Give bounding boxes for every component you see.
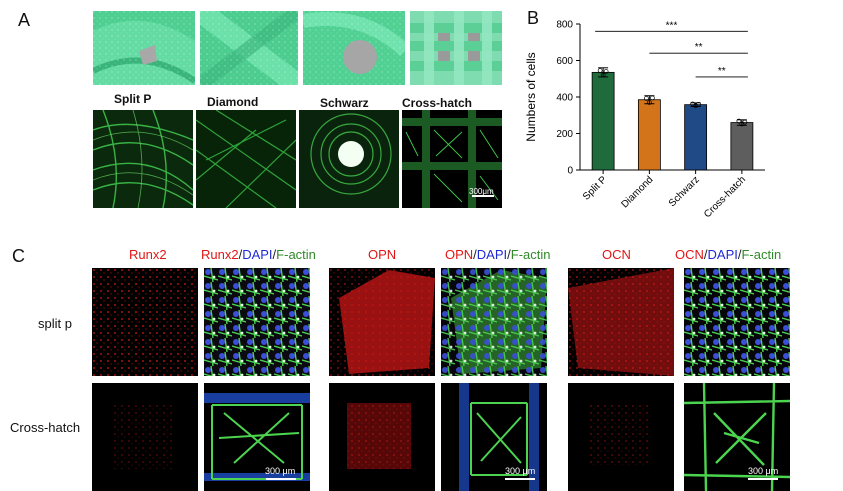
panel-label-c: C xyxy=(12,246,25,266)
y-tick-label: 400 xyxy=(556,93,573,104)
stain-runx2-merge-cross-hatch xyxy=(204,383,310,491)
data-point xyxy=(742,119,748,125)
bar xyxy=(637,99,661,171)
col-head-opn-merge: OPN/DAPI/F-actin xyxy=(445,247,551,262)
significance-label: ** xyxy=(718,66,726,77)
scale-bar-label-c1: 300 μm xyxy=(265,466,296,476)
data-point xyxy=(647,100,652,105)
data-point xyxy=(644,96,649,101)
data-point xyxy=(696,101,701,107)
stain-ocn-split-p xyxy=(568,268,674,376)
scale-bar-label-a: 300μm xyxy=(469,187,494,196)
stain-opn-split-p xyxy=(329,268,435,376)
data-point xyxy=(603,69,609,74)
significance-label: *** xyxy=(666,20,678,31)
stain-runx2-merge-split-p xyxy=(204,268,310,376)
data-point xyxy=(597,68,603,73)
col-head-ocn-merge: OCN/DAPI/F-actin xyxy=(675,247,782,262)
stain-ocn-merge-split-p xyxy=(684,268,790,376)
data-point xyxy=(600,72,606,78)
y-tick-label: 800 xyxy=(556,20,573,31)
data-point xyxy=(736,118,742,124)
y-tick-label: 0 xyxy=(567,166,573,177)
scaffold-render-diamond xyxy=(200,11,298,85)
scaffold-render-cross-hatch xyxy=(410,11,502,85)
stain-opn-merge-cross-hatch xyxy=(441,383,547,491)
y-axis-label: Numbers of cells xyxy=(525,52,538,141)
bar xyxy=(591,71,615,171)
col-head-opn: OPN xyxy=(368,247,397,262)
scaffold-render-split-p xyxy=(93,11,195,85)
stain-ocn-merge-cross-hatch xyxy=(684,383,790,491)
x-tick-label: Schwarz xyxy=(667,174,702,209)
stain-ocn-cross-hatch xyxy=(568,383,674,491)
stain-opn-cross-hatch xyxy=(329,383,435,491)
col-head-runx2: Runx2 xyxy=(129,247,167,262)
col-head-runx2-merge: Runx2/DAPI/F-actin xyxy=(201,247,316,262)
stain-runx2-split-p xyxy=(92,268,198,376)
data-point xyxy=(650,95,655,101)
micrograph-diamond xyxy=(196,110,296,208)
micrograph-schwarz xyxy=(299,110,399,208)
micrograph-split-p xyxy=(93,110,193,208)
panel-label-a: A xyxy=(18,10,31,30)
label-cross-hatch: Cross-hatch xyxy=(402,96,473,110)
y-tick-label: 200 xyxy=(556,129,573,140)
row-label-split-p: split p xyxy=(38,316,72,331)
significance-label: ** xyxy=(695,42,703,53)
x-tick-label: Cross-hatch xyxy=(702,174,748,220)
scale-bar-label-c2: 300 μm xyxy=(505,466,536,476)
bar xyxy=(684,104,708,171)
col-head-ocn: OCN xyxy=(602,247,631,262)
y-tick-label: 600 xyxy=(556,56,573,67)
x-tick-label: Diamond xyxy=(619,174,655,210)
bar xyxy=(730,122,754,171)
label-schwarz: Schwarz xyxy=(320,96,369,110)
row-label-cross-hatch: Cross-hatch xyxy=(10,420,81,435)
micrograph-cross-hatch xyxy=(402,110,502,208)
stain-opn-merge-split-p xyxy=(441,268,547,376)
x-tick-label: Split P xyxy=(581,174,609,202)
label-diamond: Diamond xyxy=(207,95,259,109)
label-split-p: Split P xyxy=(114,92,152,106)
stain-runx2-cross-hatch xyxy=(92,383,198,491)
scaffold-render-schwarz xyxy=(303,11,405,85)
scale-bar-label-c3: 300 μm xyxy=(748,466,779,476)
panel-label-b: B xyxy=(527,8,540,28)
bar-chart-cell-numbers: 0 200 400 600 800 Numbers of cells Split P Diam… xyxy=(525,20,765,220)
